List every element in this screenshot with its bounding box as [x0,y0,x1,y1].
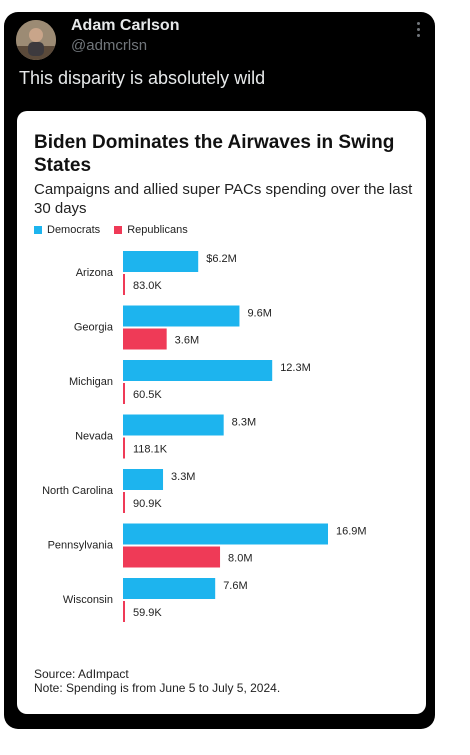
data-label-democrats-nevada: 8.3M [232,417,256,429]
legend-item-republicans: Republicans [114,224,188,236]
data-label-republicans-michigan: 60.5K [133,389,162,401]
bar-democrats-nevada [123,414,224,436]
legend-swatch-democrats [34,226,42,234]
tweet-text: This disparity is absolutely wild [19,68,266,88]
data-label-democrats-arizona: $6.2M [206,253,237,265]
category-label-arizona: Arizona [76,267,114,279]
data-label-democrats-wisconsin: 7.6M [223,580,247,592]
bar-republicans-michigan [123,383,125,404]
bar-republicans-georgia [123,328,167,350]
data-label-republicans-arizona: 83.0K [133,280,162,292]
bar-republicans-pennsylvania [123,546,221,568]
legend-label-republicans: Republicans [127,224,188,236]
chart-footnote: Source: AdImpact Note: Spending is from … [34,667,280,695]
category-label-pennsylvania: Pennsylvania [48,540,114,552]
avatar[interactable] [16,20,56,60]
bar-democrats-michigan [123,360,273,381]
chart-note: Note: Spending is from June 5 to July 5,… [34,681,281,695]
chart-source: Source: AdImpact [34,667,129,681]
data-label-republicans-georgia: 3.6M [175,335,199,347]
data-label-republicans-north-carolina: 90.9K [133,498,162,510]
chart-title: Biden Dominates the Airwaves in Swing St… [34,132,395,176]
category-label-north-carolina: North Carolina [42,485,114,497]
data-label-democrats-georgia: 9.6M [247,308,271,320]
author-name[interactable]: Adam Carlson [71,17,180,34]
bar-democrats-wisconsin [123,578,216,599]
data-label-republicans-wisconsin: 59.9K [133,607,162,619]
category-label-wisconsin: Wisconsin [63,594,113,606]
tweet: Adam Carlson @admcrlsn This disparity is… [4,12,435,729]
author-handle[interactable]: @admcrlsn [71,37,148,54]
bar-democrats-arizona [123,251,199,272]
data-label-democrats-michigan: 12.3M [280,362,311,374]
category-label-nevada: Nevada [75,431,114,443]
category-label-michigan: Michigan [69,376,113,388]
legend-item-democrats: Democrats [34,224,100,236]
bar-republicans-arizona [123,274,125,295]
bar-democrats-north-carolina [123,469,164,490]
more-vertical-icon[interactable] [417,22,421,38]
chart-subtitle: Campaigns and allied super PACs spending… [34,181,413,217]
bar-democrats-georgia [123,305,240,327]
data-label-democrats-north-carolina: 3.3M [171,471,195,483]
data-label-republicans-nevada: 118.1K [133,444,168,456]
chart-image[interactable]: Biden Dominates the Airwaves in Swing St… [17,111,426,714]
legend-label-democrats: Democrats [47,224,101,236]
bar-republicans-nevada [123,437,125,459]
bar-chart: $6.2M 83.0K Arizona 9.6M 3.6M Georgia 12.3M 60.… [42,251,367,622]
legend-swatch-republicans [114,226,123,234]
chart-legend: Democrats Republicans [34,224,202,236]
category-label-georgia: Georgia [74,322,114,334]
bar-republicans-north-carolina [123,492,125,513]
bar-republicans-wisconsin [123,601,125,622]
bar-democrats-pennsylvania [123,523,328,545]
data-label-republicans-pennsylvania: 8.0M [228,553,252,565]
data-label-democrats-pennsylvania: 16.9M [336,526,367,538]
